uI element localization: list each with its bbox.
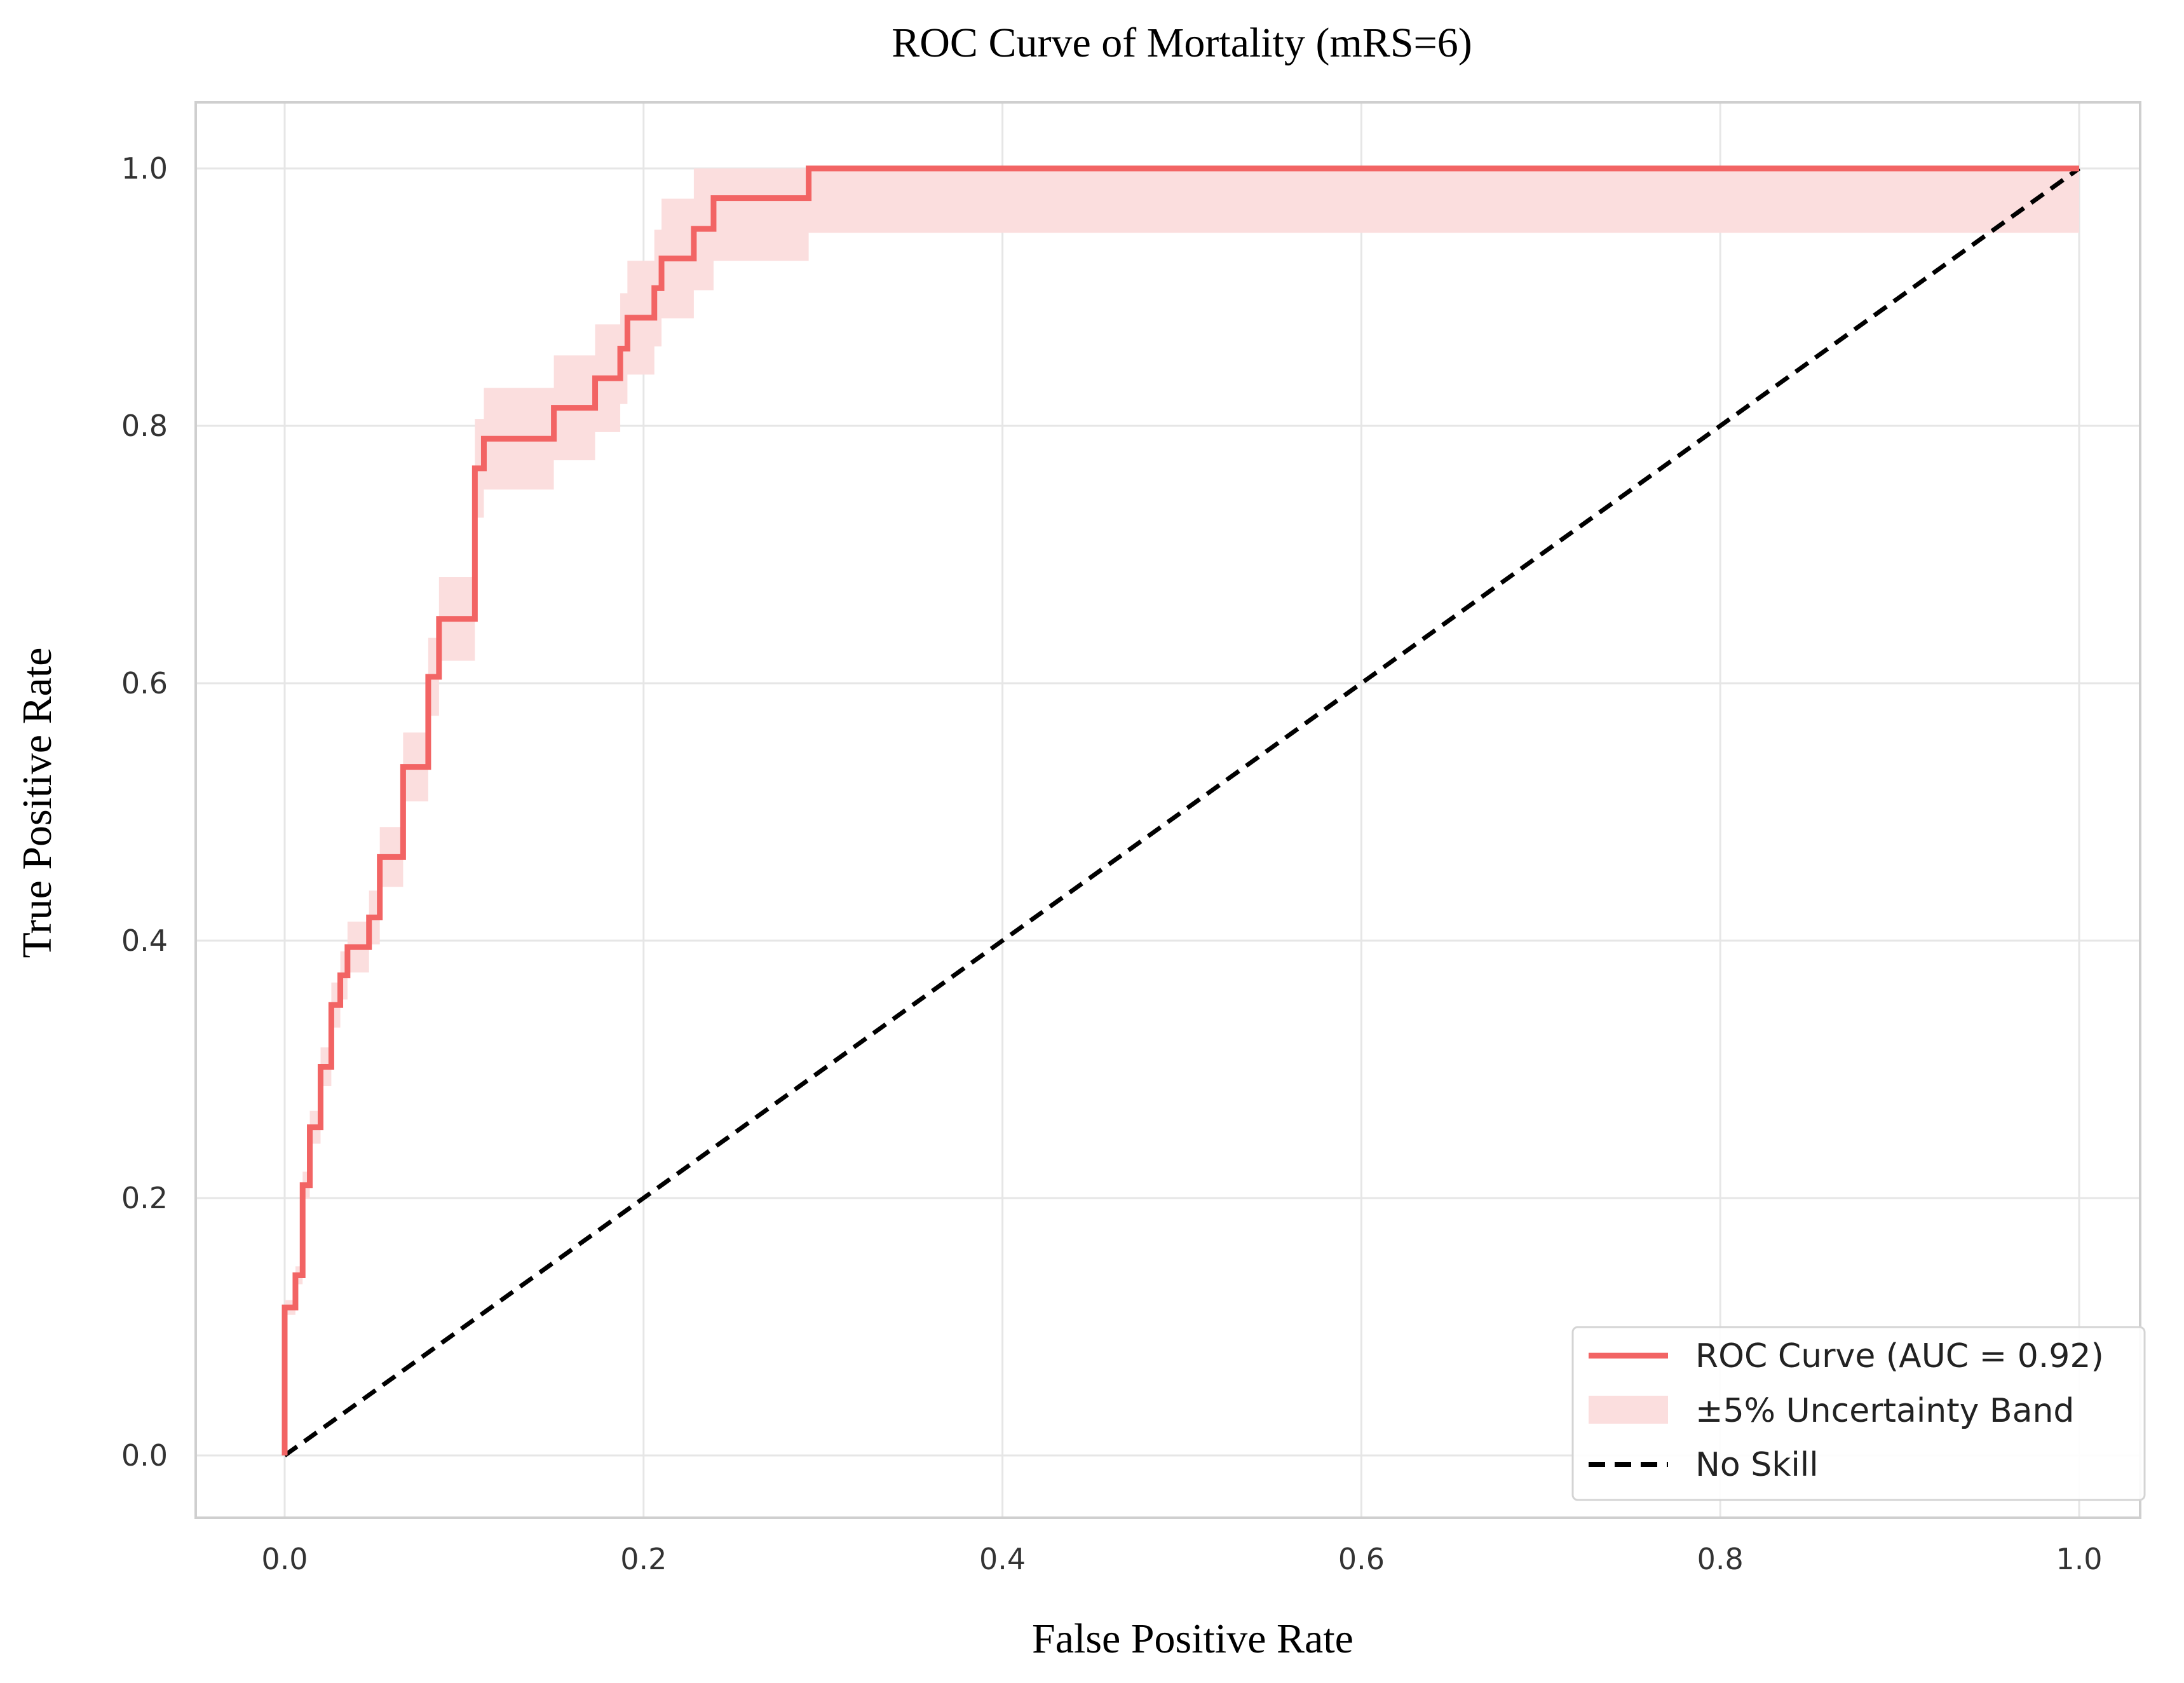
- y-tick-label: 0.8: [121, 409, 168, 443]
- legend: ROC Curve (AUC = 0.92) ±5% Uncertainty B…: [1571, 1326, 2146, 1501]
- x-tick-label: 1.0: [2056, 1542, 2102, 1576]
- y-tick-label: 1.0: [121, 151, 168, 186]
- y-axis-label: True Positive Rate: [14, 648, 60, 958]
- x-tick-label: 0.0: [261, 1542, 308, 1576]
- x-tick-label: 0.2: [620, 1542, 667, 1576]
- y-tick-label: 0.6: [121, 666, 168, 700]
- plot-frame: [194, 101, 2141, 1519]
- roc-curve-line: [281, 165, 2079, 1455]
- grid-layer: [196, 102, 2140, 1518]
- legend-noskill-label: No Skill: [1695, 1446, 1819, 1484]
- y-tick-label: 0.2: [121, 1181, 168, 1215]
- legend-band-swatch: [1589, 1396, 1668, 1424]
- x-axis-label: False Positive Rate: [1032, 1616, 1353, 1662]
- no-skill-line: [283, 167, 2081, 1457]
- legend-box: [1571, 1326, 2146, 1501]
- y-tick-label: 0.0: [121, 1438, 168, 1473]
- legend-roc-label: ROC Curve (AUC = 0.92): [1695, 1337, 2104, 1375]
- x-tick-labels: 0.0 0.2 0.4 0.6 0.8 1.0: [261, 1542, 2102, 1576]
- chart-title: ROC Curve of Mortality (mRS=6): [892, 20, 1472, 66]
- y-tick-labels: 0.0 0.2 0.4 0.6 0.8 1.0: [121, 151, 168, 1473]
- y-tick-label: 0.4: [121, 923, 168, 958]
- x-tick-label: 0.6: [1338, 1542, 1385, 1576]
- legend-band-label: ±5% Uncertainty Band: [1695, 1392, 2074, 1430]
- series-layer: [281, 165, 2081, 1457]
- x-tick-label: 0.4: [979, 1542, 1026, 1576]
- x-tick-label: 0.8: [1697, 1542, 1744, 1576]
